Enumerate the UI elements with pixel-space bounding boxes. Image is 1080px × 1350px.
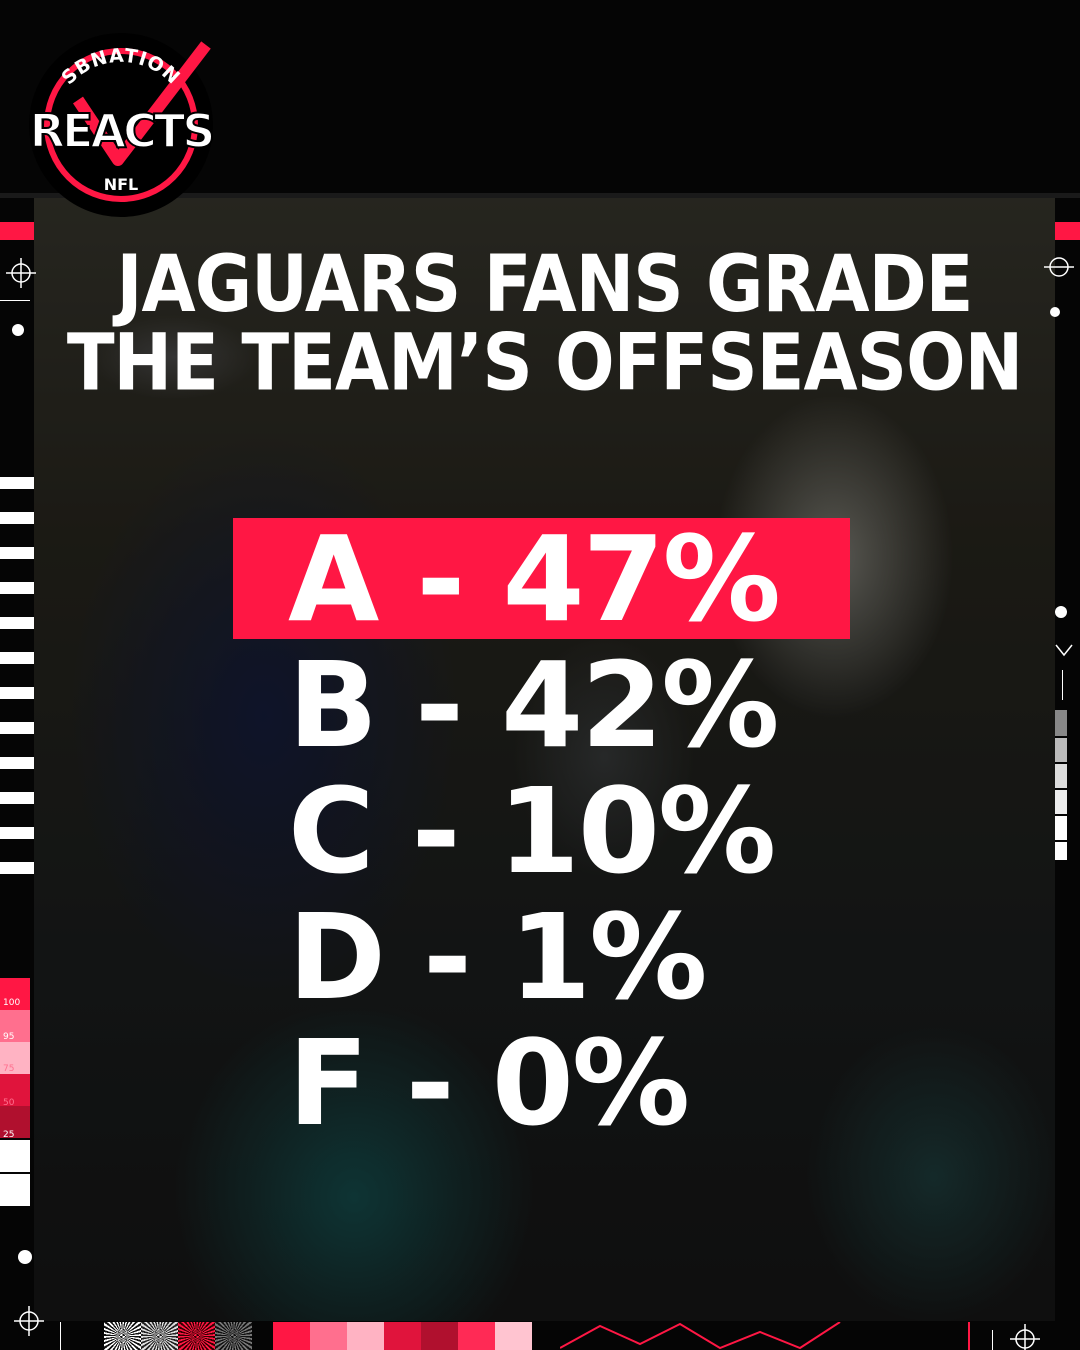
background-photo xyxy=(34,197,1055,1321)
crosshair-icon xyxy=(1010,1324,1040,1350)
result-row-b: B - 42% xyxy=(288,636,780,774)
crosshair-icon xyxy=(1044,257,1074,277)
left-rule xyxy=(0,300,30,301)
sbnation-reacts-logo: SBNATION REACTS NFL xyxy=(29,33,216,217)
scale-label: 50 xyxy=(3,1098,15,1108)
right-rule xyxy=(1062,670,1063,700)
result-row-a: A - 47% xyxy=(288,510,781,648)
result-row-d: D - 1% xyxy=(288,888,707,1026)
logo-main-text: REACTS xyxy=(30,104,213,158)
top-result-highlight xyxy=(233,518,850,639)
right-pink-marker xyxy=(1055,222,1080,240)
scale-label: 100 xyxy=(3,998,21,1008)
bottom-rule xyxy=(968,1322,970,1350)
title-line-1: JAGUARS FANS GRADE xyxy=(116,238,973,331)
crosshair-icon xyxy=(6,258,36,288)
scale-label: 25 xyxy=(3,1130,15,1140)
result-row-c: C - 10% xyxy=(288,762,776,900)
bottom-line-graph xyxy=(560,1322,841,1350)
scale-label: 75 xyxy=(3,1064,15,1074)
scale-label: 95 xyxy=(3,1032,15,1042)
title-line-2: THE TEAM’S OFFSEASON xyxy=(66,316,1023,409)
chevron-down-icon xyxy=(1055,644,1073,657)
bottom-rule xyxy=(60,1322,61,1350)
left-lower-dot-icon xyxy=(18,1250,32,1264)
left-dot-icon xyxy=(12,324,24,336)
bottom-rule xyxy=(992,1330,993,1350)
right-dot-icon xyxy=(1050,307,1060,317)
left-pink-marker xyxy=(0,222,34,240)
frame-top-bar xyxy=(0,193,1080,198)
logo-bottom-text: NFL xyxy=(104,175,139,194)
result-row-f: F - 0% xyxy=(288,1014,690,1152)
crosshair-icon xyxy=(14,1306,44,1336)
right-dot-icon xyxy=(1055,606,1067,618)
page-title: JAGUARS FANS GRADE THE TEAM’S OFFSEASON xyxy=(34,245,1055,402)
